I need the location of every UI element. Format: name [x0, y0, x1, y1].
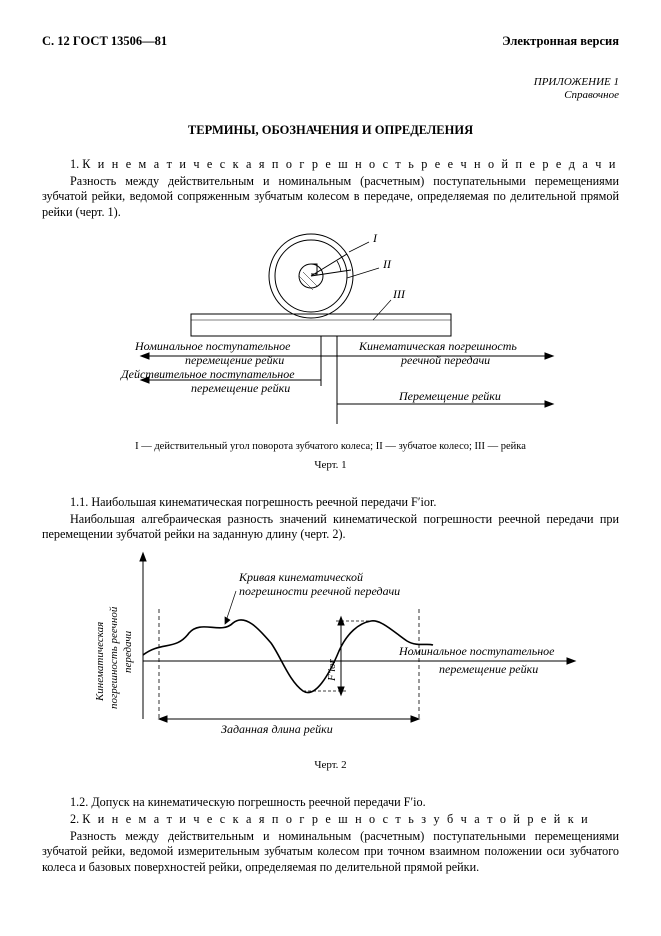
fig2-given: Заданная длина рейки: [221, 722, 333, 736]
header-left: С. 12 ГОСТ 13506—81: [42, 34, 167, 50]
figure-1-legend: I — действительный угол поворота зубчато…: [42, 440, 619, 453]
fig2-y1: Кинематическая: [94, 621, 106, 701]
para-2-heading: 2. К и н е м а т и ч е с к а я п о г р е…: [42, 812, 619, 827]
fig2-nom1: Номинальное поступательное: [398, 644, 555, 658]
appendix-block: ПРИЛОЖЕНИЕ 1 Справочное: [42, 76, 619, 104]
figure-2-label: Черт. 2: [42, 759, 619, 773]
fig2-curve1: Кривая кинематической: [238, 570, 363, 584]
fig1-nom2: перемещение рейки: [185, 353, 284, 367]
fig2-f: F′ior: [326, 658, 338, 682]
appendix-subtitle: Справочное: [42, 89, 619, 103]
heading2-text: К и н е м а т и ч е с к а я п о г р е ш …: [82, 812, 590, 826]
fig2-nom2: перемещение рейки: [439, 662, 538, 676]
fig1-kin1: Кинематическая погрешность: [358, 339, 517, 353]
fig1-act1: Действительное поступательное: [120, 367, 295, 381]
figure-1-svg: I II III: [91, 228, 571, 428]
para-2-body: Разность между действительным и номиналь…: [42, 829, 619, 875]
para-1-body: Разность между действительным и номиналь…: [42, 174, 619, 220]
appendix-title: ПРИЛОЖЕНИЕ 1: [42, 76, 619, 90]
para-1-heading: 1. К и н е м а т и ч е с к а я п о г р е…: [42, 157, 619, 172]
heading-text: К и н е м а т и ч е с к а я п о г р е ш …: [82, 157, 617, 171]
para-1-2: 1.2. Допуск на кинематическую погрешност…: [42, 795, 619, 810]
num2: 2.: [70, 812, 79, 826]
fig1-kin2: реечной передачи: [400, 353, 490, 367]
roman-III: III: [392, 287, 406, 301]
fig2-y2: погрешность реечной: [108, 606, 120, 709]
fig2-y3: передачи: [122, 630, 134, 673]
figure-2-svg: Кинематическая погрешность реечной перед…: [81, 551, 581, 741]
roman-I: I: [372, 231, 378, 245]
fig1-move: Перемещение рейки: [398, 389, 501, 403]
section-title: ТЕРМИНЫ, ОБОЗНАЧЕНИЯ И ОПРЕДЕЛЕНИЯ: [42, 123, 619, 139]
para-1-1-body: Наибольшая алгебраическая разность значе…: [42, 512, 619, 543]
fig1-act2: перемещение рейки: [191, 381, 290, 395]
figure-1-label: Черт. 1: [42, 459, 619, 473]
figure-2: Кинематическая погрешность реечной перед…: [42, 551, 619, 773]
roman-II: II: [382, 257, 392, 271]
page-header: С. 12 ГОСТ 13506—81 Электронная версия: [42, 34, 619, 50]
header-right: Электронная версия: [502, 34, 619, 50]
fig2-curve2: погрешности реечной передачи: [239, 584, 400, 598]
page: С. 12 ГОСТ 13506—81 Электронная версия П…: [0, 0, 661, 936]
para-1-1: 1.1. Наибольшая кинематическая погрешнос…: [42, 495, 619, 510]
num: 1.: [70, 157, 79, 171]
fig1-nom1: Номинальное поступательное: [134, 339, 291, 353]
figure-1: I II III: [42, 228, 619, 473]
